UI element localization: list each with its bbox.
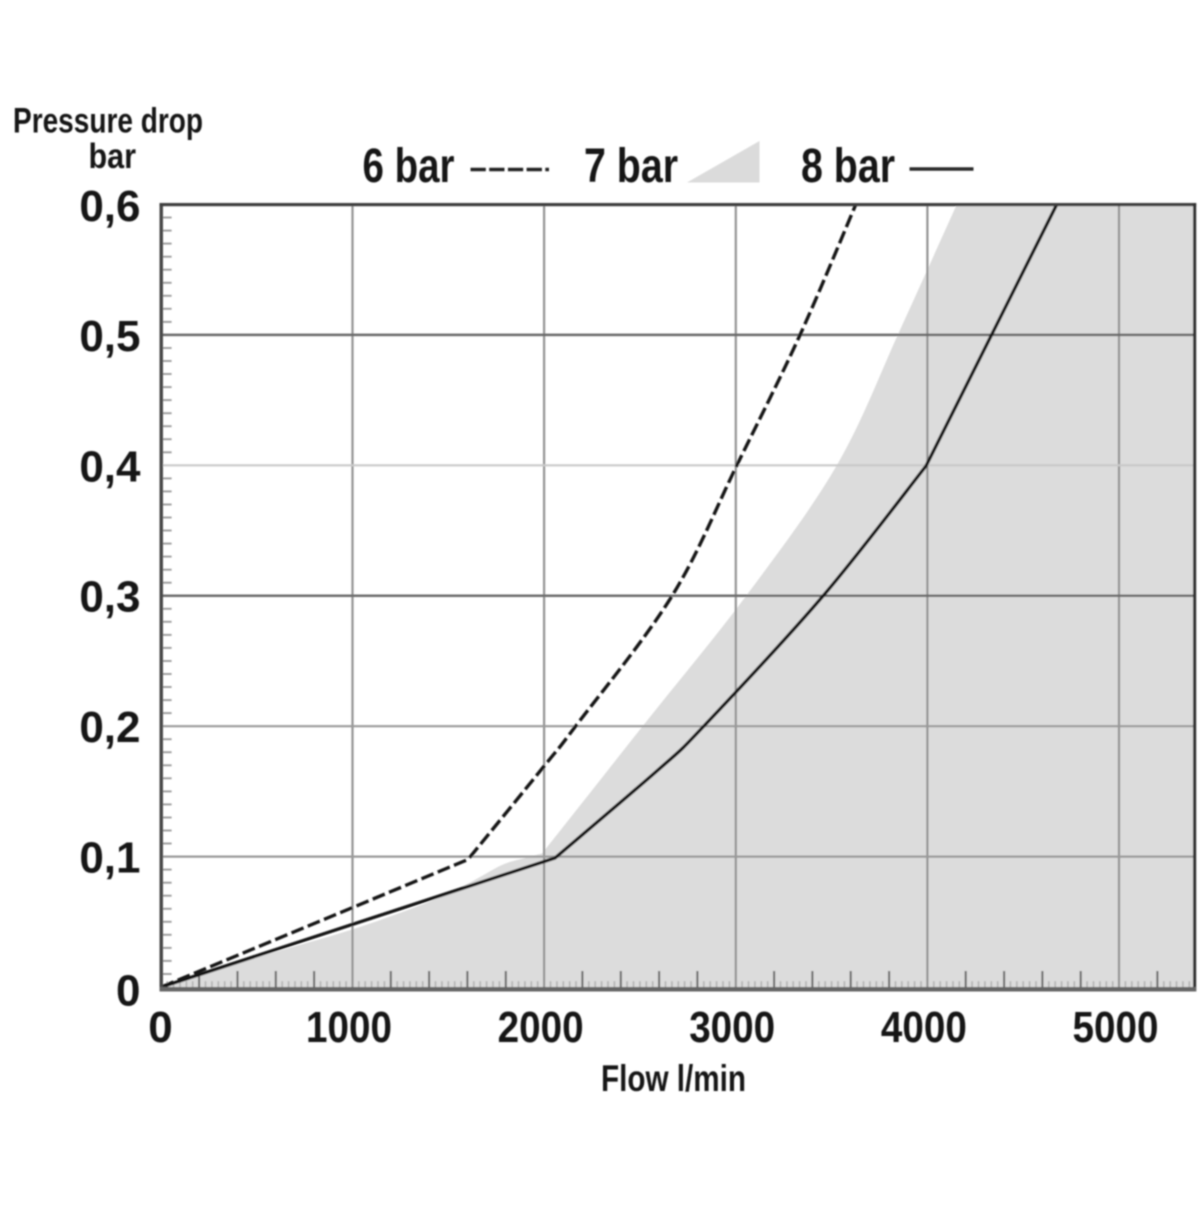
- svg-text:bar: bar: [89, 137, 137, 176]
- svg-text:6 bar: 6 bar: [363, 140, 455, 193]
- svg-text:4000: 4000: [881, 1003, 967, 1052]
- svg-text:0,6: 0,6: [79, 182, 140, 231]
- svg-text:Flow l/min: Flow l/min: [601, 1058, 746, 1099]
- svg-text:0,4: 0,4: [79, 443, 141, 492]
- svg-text:8 bar: 8 bar: [801, 140, 895, 193]
- svg-text:3000: 3000: [689, 1003, 775, 1052]
- svg-text:0,3: 0,3: [79, 573, 140, 622]
- svg-text:0,1: 0,1: [79, 833, 140, 882]
- svg-text:0: 0: [116, 967, 140, 1016]
- svg-text:5000: 5000: [1073, 1003, 1159, 1052]
- svg-text:0,5: 0,5: [79, 312, 140, 361]
- svg-text:0: 0: [148, 1003, 172, 1052]
- svg-text:2000: 2000: [498, 1003, 584, 1052]
- svg-text:Pressure drop: Pressure drop: [13, 102, 203, 141]
- svg-text:7 bar: 7 bar: [584, 140, 678, 193]
- svg-text:1000: 1000: [306, 1003, 392, 1052]
- svg-text:0,2: 0,2: [79, 703, 140, 752]
